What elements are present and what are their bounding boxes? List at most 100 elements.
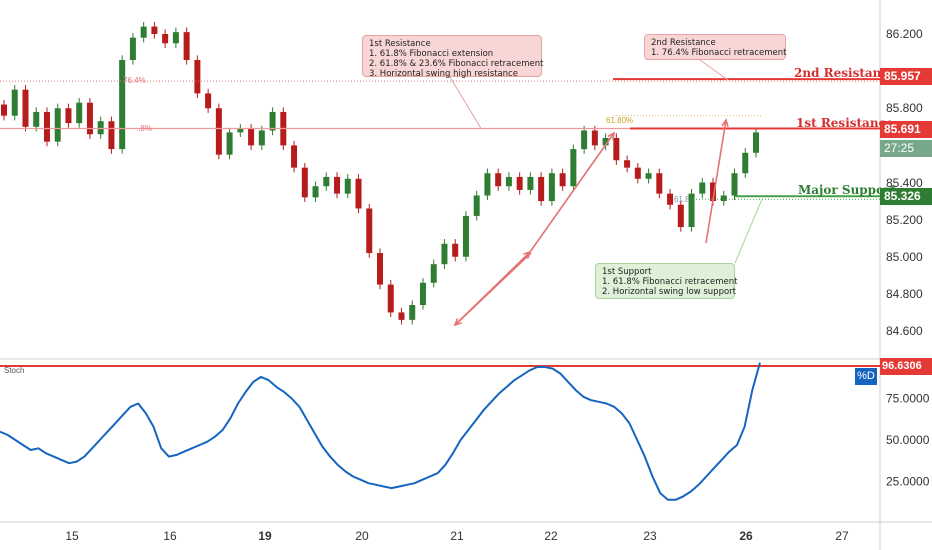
stoch-tick-label: 75.0000 (886, 392, 930, 406)
candle-body (613, 137, 620, 161)
annotation-line: 2. 61.8% & 23.6% Fibonacci retracement (369, 59, 544, 69)
candle-body (65, 108, 72, 124)
price-tick-label: 84.600 (886, 324, 923, 338)
candle-body (710, 182, 717, 202)
annotation-pointer (699, 59, 729, 81)
candle-body (548, 173, 555, 202)
candle-body (355, 178, 362, 209)
time-tick-label: 16 (163, 529, 177, 543)
price-tick-label: 84.800 (886, 286, 923, 301)
candle-body (581, 130, 588, 150)
candle-body (645, 173, 652, 179)
candle-body (516, 176, 523, 190)
annotation-line: 1. 76.4% Fibonacci retracement (651, 48, 787, 58)
stoch-d-line (0, 362, 761, 501)
candle-body (323, 176, 330, 187)
candle-body (194, 59, 201, 94)
annotation-1st-resistance: 1st Resistance 1. 61.8% Fibonacci extens… (362, 35, 544, 79)
candle-body (237, 128, 244, 133)
candle-body (205, 93, 212, 109)
candle-body (215, 108, 222, 155)
time-tick-label: 26 (739, 529, 753, 543)
candle-body (538, 176, 545, 202)
time-tick-label: 15 (65, 529, 79, 543)
time-tick-label: 20 (355, 529, 369, 543)
annotation-pointer (734, 199, 763, 264)
candle-body (344, 178, 351, 194)
fib-label-76-4: 76.4% (123, 76, 146, 85)
candle-body (172, 32, 179, 44)
annotation-title: 2nd Resistance (651, 38, 716, 48)
fib-arrow-leg-up (454, 251, 531, 326)
candle-body (419, 282, 426, 306)
time-tick-label: 23 (643, 529, 657, 543)
price-tick-label: 85.000 (886, 249, 923, 264)
price-tick-label: 85.400 (886, 175, 923, 190)
overlays-layer (0, 59, 880, 327)
price-tick-label: 85.200 (886, 212, 923, 227)
candle-body (129, 37, 136, 60)
annotation-2nd-resistance: 2nd Resistance 1. 76.4% Fibonacci retrac… (644, 34, 786, 60)
fib-arrow-right-head (721, 118, 729, 127)
level-label-major-support: Major Support (798, 183, 896, 197)
candle-body (559, 173, 566, 187)
candle-body (1, 104, 7, 116)
annotation-pointer (449, 76, 482, 129)
candle-body (43, 111, 50, 142)
candle-body (22, 89, 29, 127)
stoch-value-tag: 96.6306 (880, 358, 932, 375)
annotation-line: 1. 61.8% Fibonacci retracement (602, 277, 738, 287)
time-tick-label: 27 (835, 529, 849, 543)
candle-body (441, 243, 448, 265)
candle-body (624, 160, 631, 168)
candle-body (97, 121, 104, 135)
candle-body (753, 132, 759, 153)
price-tag-2nd-resistance: 85.957 (880, 68, 932, 85)
candle-body (398, 312, 405, 320)
candle-body (334, 176, 341, 194)
candle-body (226, 132, 233, 155)
candle-body (108, 121, 115, 150)
fib-label-61-8-left: 61.8% (137, 124, 152, 133)
annotation-title: 1st Resistance (369, 39, 431, 49)
time-tick-label: 22 (544, 529, 558, 543)
candle-body (366, 208, 373, 254)
level-label-2nd-resistance: 2nd Resistance (794, 66, 897, 80)
candle-body (387, 284, 394, 313)
candle-body (495, 173, 502, 187)
candle-body (742, 152, 749, 174)
annotation-line: 3. Horizontal swing high resistance (369, 69, 518, 79)
fib-arrow-up (529, 132, 615, 253)
candle-body (688, 193, 695, 228)
stochastic-layer: 75.0000 50.0000 25.0000 (0, 362, 930, 501)
countdown-tag: 27:25 (880, 140, 932, 157)
candle-body (430, 264, 437, 283)
candle-body (86, 102, 93, 135)
price-tag-major-support: 85.326 (880, 188, 932, 205)
candle-body (462, 215, 469, 257)
candle-body (183, 32, 190, 60)
candle-body (570, 149, 577, 187)
candle-body (527, 176, 534, 190)
annotation-line: 1. 61.8% Fibonacci extension (369, 49, 494, 59)
candle-body (656, 173, 663, 194)
fib-label-61-80: 61.80% (606, 116, 634, 125)
candle-body (258, 130, 265, 146)
price-tick-label: 86.200 (886, 27, 923, 41)
candle-body (269, 111, 276, 131)
time-tick-label: 19 (258, 529, 272, 543)
candle-body (591, 130, 598, 146)
candle-body (699, 182, 706, 194)
time-tick-label: 21 (450, 529, 464, 543)
annotation-1st-support: 1st Support 1. 61.8% Fibonacci retraceme… (595, 263, 738, 299)
candle-body (634, 167, 641, 179)
candle-body (409, 305, 416, 320)
fib-arrow-right (705, 119, 727, 244)
candle-body (248, 128, 255, 146)
candle-body (291, 145, 298, 168)
annotation-line: 2. Horizontal swing low support (602, 287, 736, 297)
candle-body (151, 26, 158, 34)
price-tag-1st-resistance: 85.691 (880, 121, 932, 138)
